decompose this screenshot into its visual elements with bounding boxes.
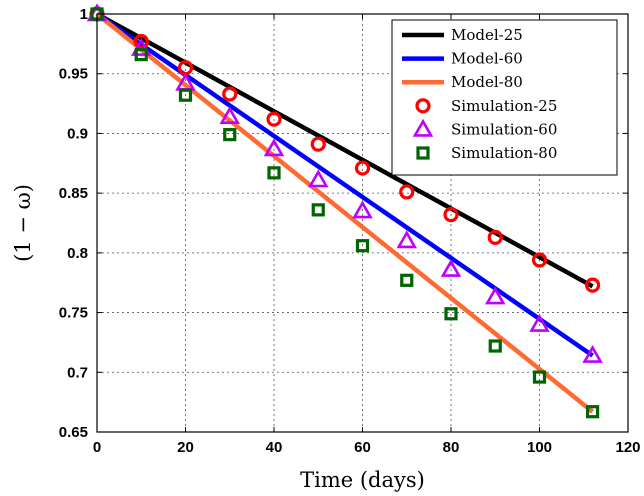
y-tick-label: 0.95 <box>59 66 88 83</box>
legend-label: Model-60 <box>451 50 523 68</box>
simulation-80-point <box>267 166 281 180</box>
simulation-25-point <box>399 184 415 200</box>
model-25-line <box>95 12 594 289</box>
legend-label: Model-25 <box>451 26 523 44</box>
y-tick-label: 0.8 <box>67 245 88 262</box>
simulation-80-point <box>585 405 600 419</box>
legend-swatch <box>415 98 431 114</box>
simulation-60-point <box>219 106 240 125</box>
model-80-line <box>95 12 595 414</box>
simulation-80-point <box>178 88 193 102</box>
x-tick-label: 40 <box>266 439 283 456</box>
legend-item-simulation-25: Simulation-25 <box>415 97 557 115</box>
legend-item-model-25: Model-25 <box>402 26 523 44</box>
simulation-60-point <box>582 344 603 363</box>
simulation-60-point <box>352 200 373 219</box>
series-model-25 <box>95 12 594 289</box>
simulation-25-point <box>531 252 548 268</box>
simulation-25-point <box>487 229 503 245</box>
y-tick-label: 0.75 <box>59 305 88 322</box>
simulation-25-point <box>266 111 282 127</box>
simulation-80-point <box>355 239 370 253</box>
simulation-25-point <box>133 33 149 50</box>
simulation-80-point <box>134 48 148 62</box>
simulation-60-point <box>485 286 506 305</box>
y-tick-label: 1 <box>80 6 88 23</box>
simulation-80-point <box>532 370 547 384</box>
legend-label: Simulation-60 <box>451 120 557 138</box>
legend-item-simulation-60: Simulation-60 <box>412 118 557 138</box>
legend-item-simulation-80: Simulation-80 <box>416 144 557 162</box>
axis-ticks: 0 20 40 60 80 100 120 0.65 0.7 0.75 0.8 0.85 0.9 0.95… <box>59 6 641 456</box>
legend: Model-25 Model-60 Model-80 Simulation-25 Sim… <box>391 19 618 176</box>
simulation-80-point <box>488 339 502 353</box>
y-tick-label: 0.65 <box>59 424 88 441</box>
y-tick-label: 0.7 <box>67 364 88 381</box>
simulation-60-point <box>308 169 329 188</box>
simulation-25-point <box>443 207 459 223</box>
simulation-25-point <box>310 136 326 152</box>
simulation-80-point <box>311 203 325 217</box>
simulation-60-point <box>440 258 462 277</box>
y-tick-label: 0.9 <box>67 125 88 142</box>
legend-label: Simulation-25 <box>451 97 557 115</box>
simulation-25-point <box>354 160 371 176</box>
simulation-60-point <box>131 38 152 56</box>
simulation-25-point <box>222 86 238 102</box>
y-axis-title: (1 − ω) <box>11 184 35 262</box>
grid <box>97 14 628 432</box>
series-model-80 <box>95 12 595 414</box>
legend-swatch <box>416 146 430 160</box>
legend-label: Model-80 <box>451 73 523 91</box>
legend-item-model-60: Model-60 <box>402 50 523 68</box>
x-tick-label: 20 <box>177 439 194 456</box>
x-tick-label: 60 <box>354 439 371 456</box>
legend-label: Simulation-80 <box>451 144 557 162</box>
y-tick-label: 0.85 <box>59 185 88 202</box>
x-tick-label: 80 <box>443 439 460 456</box>
x-tick-label: 0 <box>93 439 101 456</box>
simulation-60-point <box>529 313 550 332</box>
simulation-80-point <box>444 307 458 321</box>
x-axis-title: Time (days) <box>300 468 425 492</box>
legend-swatch <box>412 118 434 137</box>
simulation-60-point <box>263 138 285 157</box>
simulation-80-point <box>400 273 414 287</box>
simulation-80-point <box>223 128 237 142</box>
x-tick-label: 100 <box>527 439 552 456</box>
simulation-60-point <box>396 230 417 249</box>
plot-series <box>86 3 603 419</box>
simulation-25-point <box>584 277 601 293</box>
legend-item-model-80: Model-80 <box>402 73 523 91</box>
x-tick-label: 120 <box>615 439 640 456</box>
